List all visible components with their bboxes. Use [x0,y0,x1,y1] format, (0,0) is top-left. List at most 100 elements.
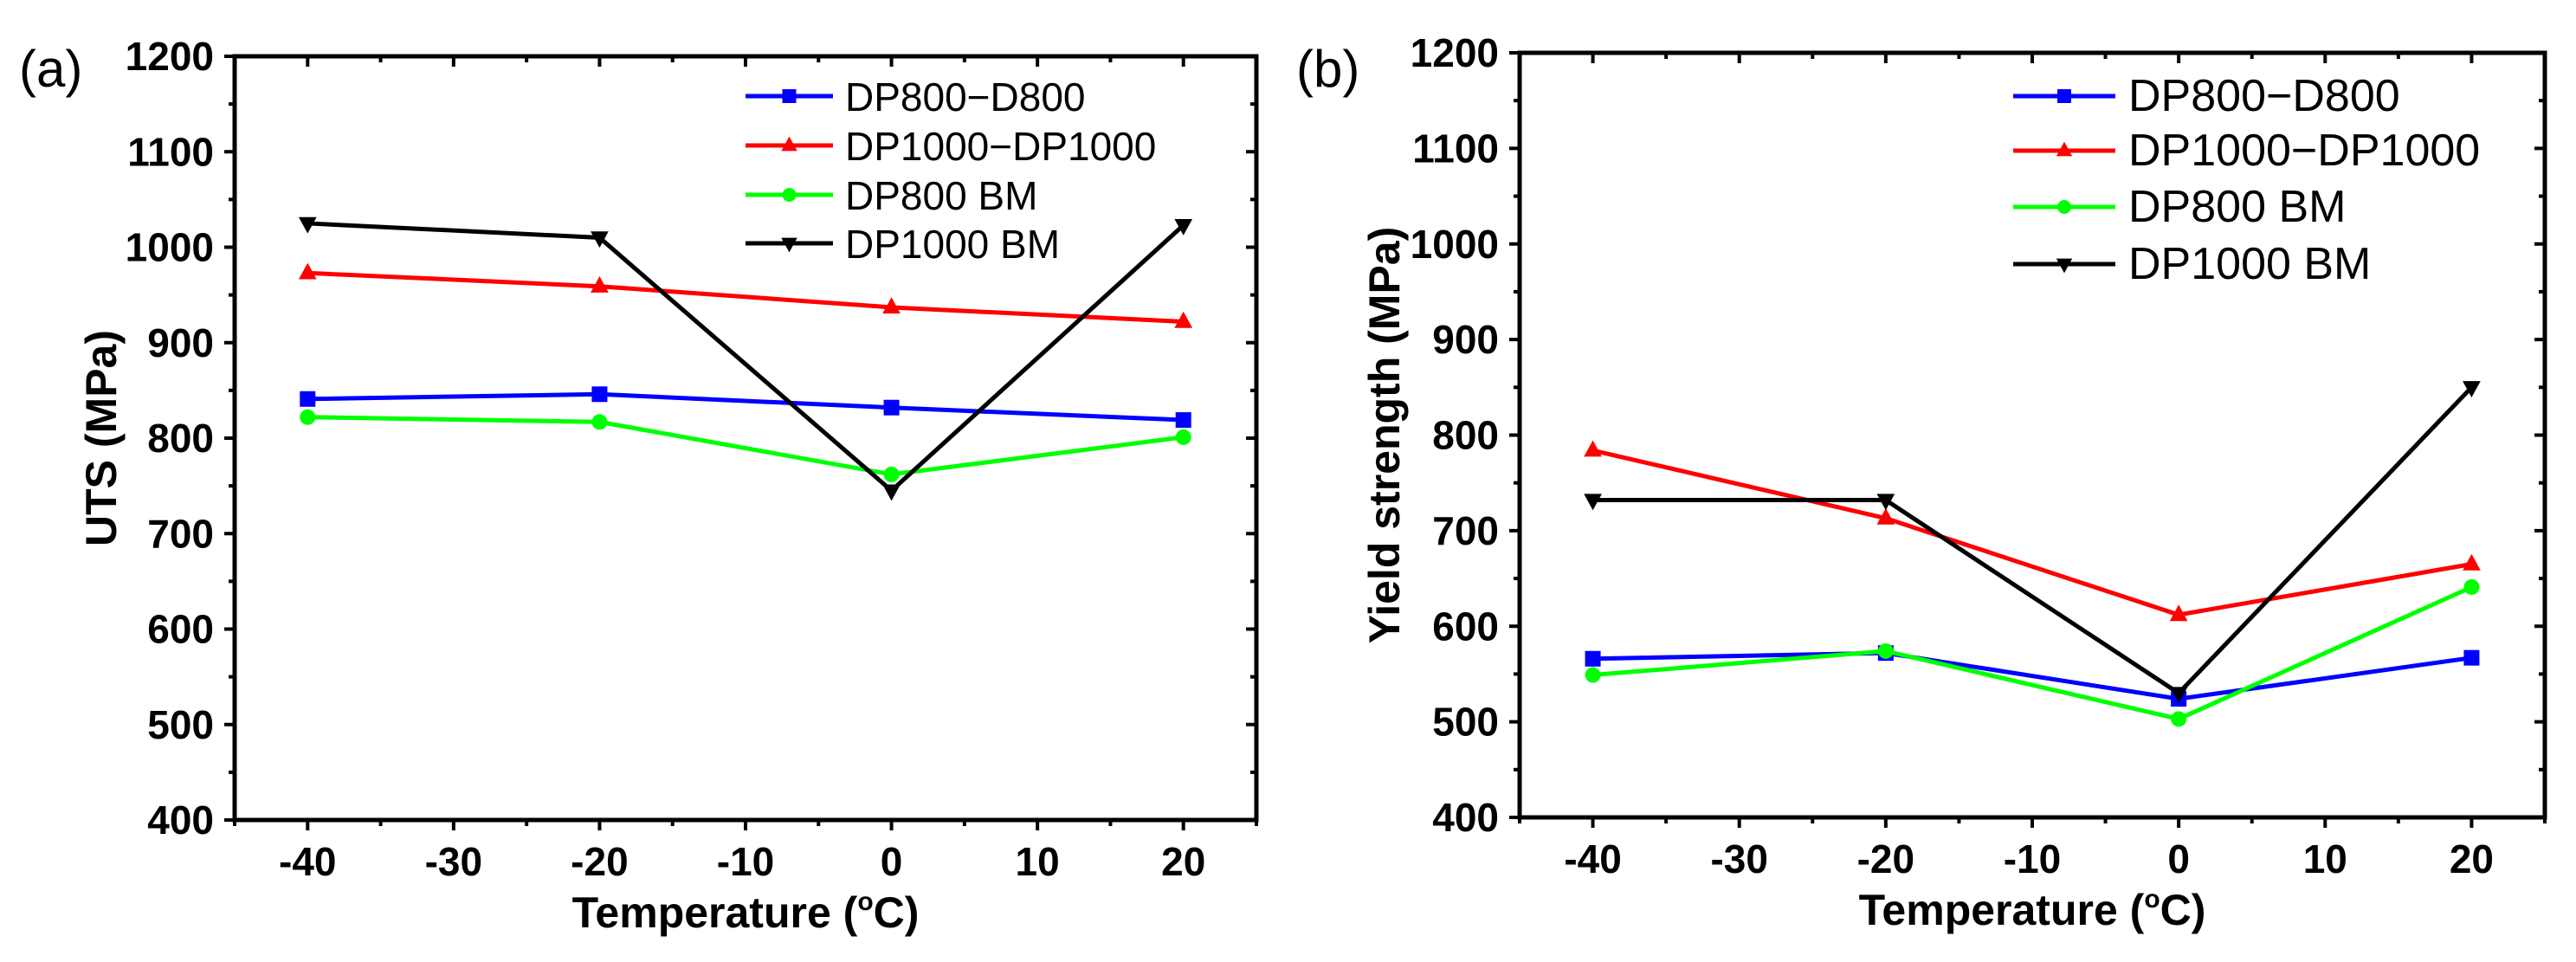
y-tick-label: 500 [1432,700,1499,745]
data-point [2463,578,2480,595]
plot-frame [1517,50,2547,820]
legend-label: DP800−D800 [845,74,1085,119]
legend-label: DP1000 BM [2128,239,2371,289]
y-tick-label: 800 [1432,413,1499,458]
plot-frame [232,54,1259,823]
x-tick-label: 10 [1016,839,1060,884]
data-point [591,386,608,403]
legend-marker [2056,258,2073,274]
y-tick-label: 900 [1432,317,1499,362]
data-point [1876,507,1895,525]
y-tick-label: 500 [147,702,214,747]
x-axis-title-superscript: o [857,888,873,916]
y-tick-label: 1100 [1412,126,1499,171]
data-point [1174,218,1193,236]
data-point [300,409,316,425]
x-tick-label: 20 [2450,836,2494,881]
y-tick-label: 800 [147,416,214,461]
data-point [591,231,609,249]
series-line [1592,448,2472,617]
legend-label: DP1000−DP1000 [845,124,1156,169]
x-axis-title: Temperature (oC) [1859,885,2206,934]
y-tick-label: 1200 [1411,30,1499,75]
series-line [307,391,1184,423]
legend-label: DP1000−DP1000 [2128,126,2480,176]
series-line [1592,650,2472,701]
x-tick-label: -20 [1857,836,1914,881]
series-line [307,415,1185,477]
data-point [298,262,317,280]
data-point [882,297,901,314]
series-2 [300,409,1191,482]
data-point [2463,553,2481,571]
panel-b: (b) 400 500 600 700 800 900 1000 1100 1200 -40 -30 -… [1296,30,2547,934]
series-line [307,270,1184,324]
data-point [2463,649,2480,666]
panel-a: (a) 400 500 600 700 800 900 1000 1100 1200 -40 -30 -… [19,34,1259,937]
y-tick-label: 1000 [126,225,214,270]
y-tick-label: 600 [1432,604,1499,649]
y-tick-label: 1100 [127,129,214,174]
legend-label: DP800−D800 [2128,71,2400,121]
x-tick-label: -20 [571,839,628,884]
series-1 [1584,440,2481,622]
x-axis-title-main: Temperature ( [1859,886,2145,934]
data-point [883,399,900,416]
y-axis-title: Yield strength (MPa) [1360,227,1409,644]
x-tick-label: -40 [1564,836,1621,881]
data-point [1584,494,1602,511]
legend-marker [782,188,797,202]
data-point [2169,604,2188,622]
data-point [1175,429,1191,445]
y-tick-label: 1200 [126,34,214,79]
x-tick-label: -10 [2004,836,2061,881]
data-point [882,484,901,501]
y-tick-label: 900 [147,320,214,365]
y-tick-label: 400 [1432,795,1499,840]
data-point [1585,667,1601,683]
data-point [298,216,317,234]
legend-marker [2057,89,2071,103]
x-axis-title-unit: C) [2160,886,2206,934]
data-point [300,391,316,407]
series-3 [1584,381,2481,704]
data-point [1175,412,1191,429]
panel-label: (a) [19,40,82,98]
legend-marker [2056,141,2073,157]
legend-label: DP800 BM [2128,182,2346,232]
x-tick-label: -10 [717,839,774,884]
data-point [2463,381,2481,398]
x-axis-title-superscript: o [2144,885,2160,914]
data-point [2169,687,2188,704]
legend-label: DP800 BM [845,173,1037,218]
panel-label: (b) [1296,40,1359,98]
series-line [1592,584,2473,721]
series-line [307,221,1185,494]
x-tick-label: 0 [881,839,903,884]
data-point [2171,711,2187,727]
series-2 [1585,578,2480,727]
legend-marker [782,89,797,103]
legend-marker [781,237,797,253]
x-tick-label: 20 [1161,839,1205,884]
series-0 [300,386,1191,429]
data-point [591,414,608,430]
data-point [1876,494,1895,511]
x-tick-label: 10 [2303,836,2347,881]
data-point [591,276,609,293]
data-point [1584,440,1602,457]
y-tick-label: 700 [147,511,214,556]
series-0 [1585,645,2480,707]
y-tick-label: 400 [147,797,214,843]
data-point [883,466,900,482]
y-tick-label: 1000 [1411,222,1499,267]
x-axis-title-unit: C) [874,888,920,937]
y-tick-label: 600 [147,607,214,652]
y-axis-title: UTS (MPa) [77,330,126,546]
series-line [1592,385,2474,696]
x-tick-label: -30 [425,839,482,884]
x-tick-label: -30 [1710,836,1767,881]
legend-marker [2057,200,2071,214]
y-tick-label: 700 [1432,508,1499,553]
